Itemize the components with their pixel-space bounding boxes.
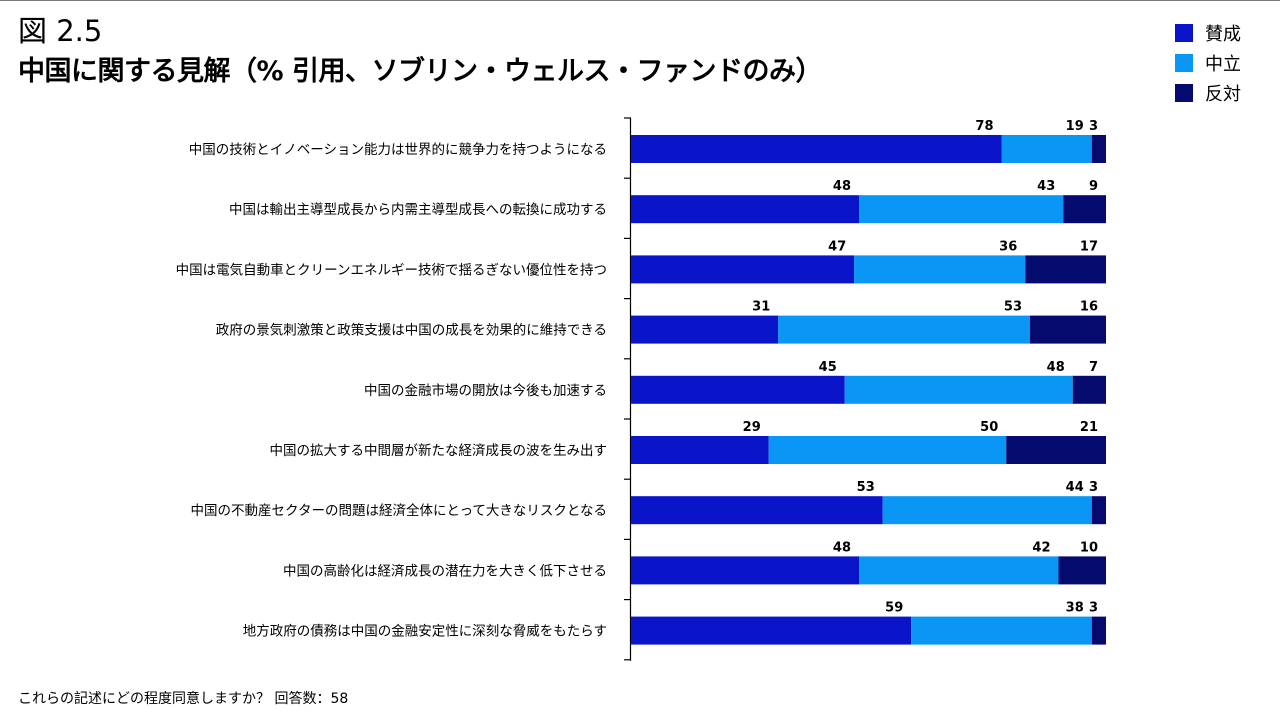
bar-disagree (1025, 255, 1106, 284)
data-label-neutral: 53 (1004, 300, 1022, 315)
data-label-neutral: 44 (1066, 480, 1084, 495)
legend-item-disagree: 反対 (1175, 78, 1241, 108)
data-label-agree: 29 (743, 420, 761, 435)
data-label-neutral: 19 (1066, 119, 1084, 134)
bar-agree (631, 315, 779, 344)
category-label: 中国の技術とイノベーション能力は世界的に競争力を持つようになる (189, 142, 607, 158)
data-label-agree: 48 (833, 179, 851, 194)
bar-neutral (778, 315, 1030, 344)
category-label: 政府の景気刺激策と政策支援は中国の成長を効果的に維持できる (216, 322, 607, 339)
category-label: 中国の拡大する中間層が新たな経済成長の波を生み出す (270, 443, 608, 459)
bar-neutral (844, 375, 1073, 404)
figure-label: 図 2.5 (18, 14, 103, 48)
data-label-disagree: 9 (1089, 179, 1098, 194)
top-rule (0, 0, 1280, 1)
data-label-neutral: 42 (1032, 540, 1050, 555)
bar-agree (631, 436, 769, 464)
data-label-agree: 78 (975, 119, 993, 134)
bar-disagree (1063, 195, 1106, 224)
data-label-neutral: 36 (999, 239, 1017, 254)
data-label-disagree: 10 (1080, 540, 1098, 555)
legend-label-disagree: 反対 (1205, 84, 1241, 105)
bar-neutral (882, 496, 1092, 525)
bar-disagree (1091, 135, 1106, 163)
bar-neutral (859, 556, 1059, 585)
category-label: 中国は電気自動車とクリーンエネルギー技術で揺るぎない優位性を持つ (176, 262, 607, 278)
data-label-disagree: 16 (1080, 300, 1098, 315)
category-label: 地方政府の債務は中国の金融安定性に深刻な脅威をもたらす (243, 624, 607, 640)
legend-item-neutral: 中立 (1175, 48, 1241, 78)
bar-disagree (1006, 436, 1106, 464)
data-label-disagree: 3 (1089, 601, 1098, 616)
bar-agree (631, 255, 855, 284)
data-label-agree: 53 (857, 480, 875, 495)
bar-agree (631, 616, 912, 645)
legend-swatch-disagree (1175, 84, 1193, 102)
data-label-disagree: 3 (1089, 480, 1098, 495)
legend: 賛成 中立 反対 (1175, 18, 1241, 108)
data-label-disagree: 7 (1089, 360, 1098, 375)
legend-item-agree: 賛成 (1175, 18, 1241, 48)
bar-disagree (1091, 496, 1106, 525)
bar-disagree (1072, 375, 1106, 404)
bar-disagree (1058, 556, 1106, 585)
legend-label-neutral: 中立 (1205, 54, 1241, 75)
chart-title: 中国に関する見解（% 引用、ソブリン・ウェルス・ファンドのみ） (18, 56, 822, 87)
bar-disagree (1091, 616, 1106, 645)
bar-neutral (859, 195, 1064, 224)
category-label: 中国の不動産セクターの問題は経済全体にとって大きなリスクとなる (191, 502, 607, 519)
data-label-neutral: 48 (1047, 360, 1065, 375)
bar-disagree (1030, 315, 1106, 344)
bar-agree (631, 135, 1002, 163)
bar-neutral (768, 436, 1007, 464)
category-label: 中国の高齢化は経済成長の潜在力を大きく低下させる (283, 562, 607, 579)
data-label-neutral: 50 (980, 420, 998, 435)
bar-agree (631, 375, 845, 404)
data-label-agree: 47 (828, 239, 846, 254)
bar-neutral (1001, 135, 1092, 163)
legend-swatch-agree (1175, 24, 1193, 42)
data-label-neutral: 38 (1066, 601, 1084, 616)
category-label: 中国の金融市場の開放は今後も加速する (364, 382, 607, 399)
data-label-neutral: 43 (1037, 179, 1055, 194)
bar-agree (631, 195, 859, 224)
footnote: これらの記述にどの程度同意しますか？ 回答数：58 (18, 691, 349, 707)
bar-neutral (911, 616, 1092, 645)
data-label-agree: 59 (885, 601, 903, 616)
bar-agree (631, 556, 859, 585)
category-label: 中国は輸出主導型成長から内需主導型成長への転換に成功する (229, 202, 607, 218)
data-label-disagree: 21 (1080, 420, 1098, 435)
data-label-disagree: 3 (1089, 119, 1098, 134)
data-label-agree: 48 (833, 540, 851, 555)
legend-label-agree: 賛成 (1205, 24, 1241, 45)
bar-agree (631, 496, 883, 525)
data-label-agree: 31 (752, 300, 770, 315)
legend-swatch-neutral (1175, 54, 1193, 72)
data-label-agree: 45 (819, 360, 837, 375)
bar-neutral (854, 255, 1026, 284)
data-label-disagree: 17 (1080, 239, 1098, 254)
